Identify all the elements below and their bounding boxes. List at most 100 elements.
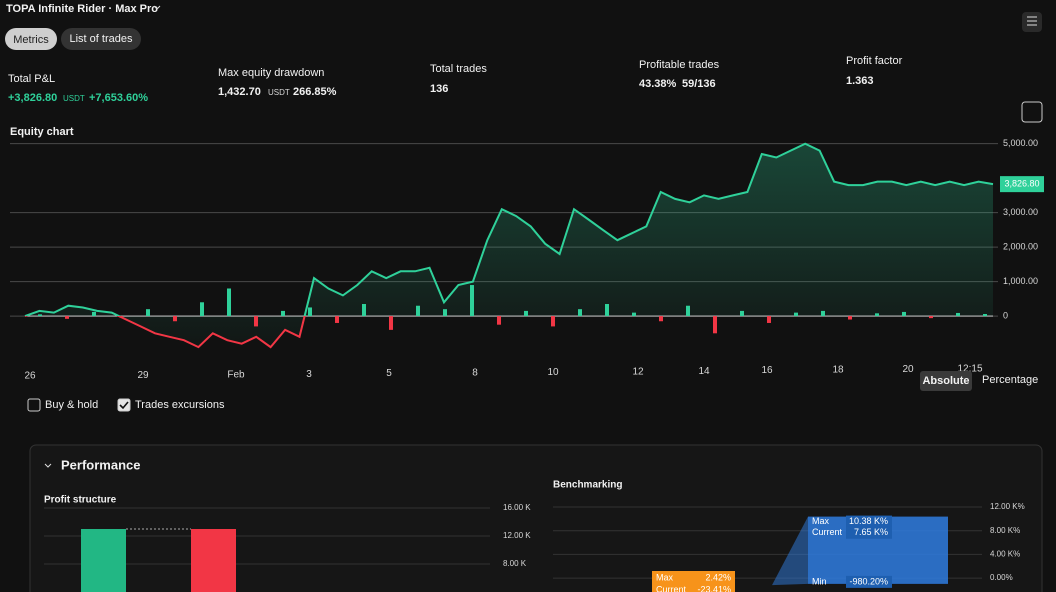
y-tick-label: 4.00 K%	[990, 549, 1020, 558]
y-tick-label: 5,000.00	[1003, 138, 1038, 148]
trade-bar	[902, 311, 906, 317]
checkbox[interactable]	[27, 398, 41, 412]
metric-percent: 59/136	[682, 78, 716, 90]
last-value-box	[1000, 176, 1044, 193]
trade-bar	[200, 302, 204, 317]
row-label: Current	[812, 527, 843, 537]
tab-metrics[interactable]	[5, 28, 57, 50]
row-label: Max	[656, 572, 674, 582]
toggle-label: Absolute	[922, 375, 969, 387]
y-tick-label: 12.00 K%	[990, 502, 1025, 511]
trade-bar	[578, 309, 582, 317]
y-tick-label: 1,000.00	[1003, 276, 1038, 286]
checkbox[interactable]	[117, 398, 131, 412]
row-label: Max	[812, 516, 830, 526]
metric-unit: USDT	[63, 94, 85, 103]
tab-trades[interactable]	[61, 28, 141, 50]
expand-button[interactable]	[1021, 101, 1043, 123]
checkbox-label: Trades excursions	[135, 399, 225, 411]
x-tick-label: 14	[698, 366, 710, 377]
value-label: -23.41%	[697, 584, 731, 592]
value-label: -980.20%	[849, 576, 888, 586]
trade-bar	[767, 316, 771, 323]
strategy-title[interactable]: TOPA Infinite Rider · Max Pro	[6, 3, 158, 15]
bar	[191, 529, 236, 592]
y-tick-label: 0.00%	[990, 573, 1013, 582]
row-label: Current	[656, 584, 687, 592]
metric-value: 1,432.70	[218, 86, 261, 98]
trade-bar	[470, 285, 474, 317]
value-chip	[846, 526, 892, 539]
y-tick-label: 3,000.00	[1003, 207, 1038, 217]
trade-bar	[929, 316, 933, 319]
trade-bar	[497, 316, 501, 325]
y-tick-label: 16.00 K	[503, 503, 531, 512]
trade-bar	[65, 316, 69, 319]
x-tick-label: 10	[547, 367, 559, 378]
trade-bar	[443, 309, 447, 317]
x-tick-label: 12:15	[957, 363, 982, 374]
trade-bar	[659, 316, 663, 322]
checkbox-label: Buy & hold	[45, 399, 98, 411]
value-label: 7.65 K%	[854, 527, 888, 537]
buy-hold-box	[652, 571, 735, 592]
tab-label: Metrics	[13, 34, 49, 46]
trade-bar	[551, 316, 555, 327]
trade-bar	[875, 313, 879, 317]
section-title: Performance	[61, 457, 140, 472]
trade-bar	[281, 310, 285, 317]
metrics: Total P&L +3,826.80 USDT +7,653.60% Max …	[8, 55, 903, 104]
chart-title: Equity chart	[10, 126, 74, 138]
x-tick-label: 29	[137, 370, 149, 381]
row-label: Min	[812, 576, 827, 586]
metric-percent: +7,653.60%	[89, 92, 148, 104]
metric-percent: 266.85%	[293, 86, 337, 98]
trade-bar	[254, 316, 258, 327]
toggle-absolute[interactable]	[920, 371, 972, 391]
y-tick-label: 0	[1003, 310, 1008, 320]
y-tick-label: 8.00 K	[503, 559, 527, 568]
trade-bar	[227, 288, 231, 317]
last-value-label: 3,826.80	[1004, 179, 1039, 189]
trade-bar	[632, 312, 636, 317]
metric-value: +3,826.80	[8, 92, 57, 104]
toggle-percentage[interactable]: Percentage	[982, 374, 1038, 386]
trade-bar	[92, 311, 96, 317]
trade-bar	[605, 304, 609, 317]
y-tick-label: 8.00 K%	[990, 526, 1020, 535]
metric-label: Profitable trades	[639, 59, 720, 71]
chart-title: Profit structure	[44, 495, 117, 506]
trade-bar	[173, 316, 177, 322]
metric-value: 1.363	[846, 75, 874, 87]
x-tick-label: 8	[472, 368, 478, 379]
trade-bar	[740, 310, 744, 317]
metric-value: 43.38%	[639, 78, 677, 90]
x-tick-label: Feb	[227, 369, 245, 380]
menu-button[interactable]	[1022, 12, 1042, 32]
value-chip	[846, 575, 892, 588]
strategy-area	[772, 516, 808, 586]
checkboxes: Buy & hold Trades excursions	[27, 398, 225, 412]
menu-icon	[1027, 16, 1037, 26]
dropdown-icon[interactable]	[153, 5, 161, 10]
trade-bar	[794, 312, 798, 317]
trade-bar	[389, 316, 393, 330]
trade-bar	[686, 305, 690, 317]
equity-line	[24, 142, 994, 349]
collapse-icon[interactable]	[44, 463, 52, 468]
equity-chart: 0 1,000.00 2,000.00 3,000.00 5,000.00 3,826.8…	[10, 138, 1044, 382]
bar	[81, 529, 126, 592]
equity-area	[25, 143, 993, 348]
trade-bar	[146, 309, 150, 317]
trade-bar	[416, 305, 420, 317]
y-tick-label: 2,000.00	[1003, 241, 1038, 251]
chart-title: Benchmarking	[553, 480, 622, 491]
trade-bar	[983, 314, 987, 317]
x-tick-label: 18	[832, 365, 844, 376]
trade-bar	[362, 304, 366, 317]
metric-label: Profit factor	[846, 55, 903, 67]
tab-label: List of trades	[70, 33, 133, 45]
metric-value: 136	[430, 83, 448, 95]
